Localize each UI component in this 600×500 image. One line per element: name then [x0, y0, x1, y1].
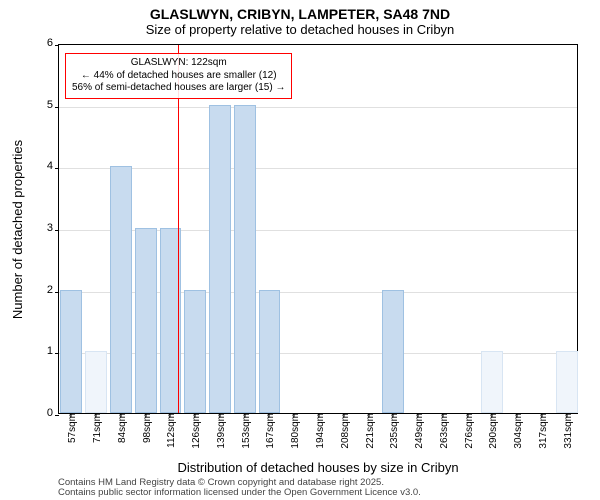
x-tick-label: 71sqm	[92, 413, 103, 443]
x-tick-label: 331sqm	[563, 413, 574, 449]
x-tick-label: 112sqm	[166, 413, 177, 448]
marker-annotation: GLASLWYN: 122sqm← 44% of detached houses…	[65, 53, 292, 99]
histogram-bar	[382, 290, 404, 413]
x-tick-label: 194sqm	[315, 413, 326, 449]
x-tick-label: 57sqm	[67, 413, 78, 443]
x-tick-label: 167sqm	[265, 413, 276, 449]
y-tick-label: 4	[47, 160, 59, 172]
x-tick-label: 317sqm	[538, 413, 549, 449]
y-axis-label: Number of detached properties	[8, 44, 28, 414]
y-tick-label: 2	[47, 284, 59, 296]
marker-line	[178, 45, 179, 413]
y-tick-label: 0	[47, 407, 59, 419]
y-tick-label: 6	[47, 37, 59, 49]
x-tick-label: 84sqm	[117, 413, 128, 443]
histogram-bar	[85, 351, 107, 413]
footer-attribution: Contains HM Land Registry data © Crown c…	[58, 478, 578, 499]
x-tick-label: 263sqm	[439, 413, 450, 449]
histogram-bar	[60, 290, 82, 413]
chart-title-main: GLASLWYN, CRIBYN, LAMPETER, SA48 7ND	[0, 0, 600, 22]
x-tick-label: 249sqm	[414, 413, 425, 449]
x-axis-label: Distribution of detached houses by size …	[58, 460, 578, 475]
histogram-bar	[184, 290, 206, 413]
x-tick-label: 180sqm	[290, 413, 301, 449]
histogram-bar	[209, 105, 231, 413]
y-tick-label: 1	[47, 345, 59, 357]
x-tick-label: 208sqm	[340, 413, 351, 449]
x-tick-label: 304sqm	[513, 413, 524, 449]
x-tick-label: 276sqm	[464, 413, 475, 449]
x-tick-label: 139sqm	[216, 413, 227, 449]
histogram-bar	[234, 105, 256, 413]
x-tick-label: 126sqm	[191, 413, 202, 449]
histogram-bar	[110, 166, 132, 413]
chart-title-sub: Size of property relative to detached ho…	[0, 22, 600, 41]
y-tick-label: 3	[47, 222, 59, 234]
y-tick-label: 5	[47, 99, 59, 111]
histogram-bar	[481, 351, 503, 413]
histogram-bar	[259, 290, 281, 413]
x-tick-label: 153sqm	[241, 413, 252, 449]
x-tick-label: 235sqm	[389, 413, 400, 449]
x-tick-label: 290sqm	[488, 413, 499, 449]
histogram-bar	[556, 351, 578, 413]
x-tick-label: 98sqm	[142, 413, 153, 443]
histogram-bar	[135, 228, 157, 413]
x-tick-label: 221sqm	[365, 413, 376, 449]
plot-area: 012345657sqm71sqm84sqm98sqm112sqm126sqm1…	[58, 44, 578, 414]
